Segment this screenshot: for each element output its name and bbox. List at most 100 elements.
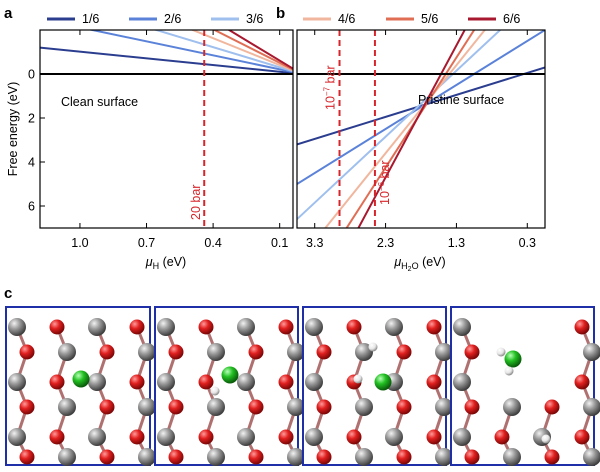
metal-atom bbox=[287, 343, 305, 361]
x-tick-label: 0.4 bbox=[204, 236, 221, 250]
oxygen-atom bbox=[278, 319, 294, 335]
metal-atom bbox=[88, 373, 106, 391]
x-tick-label: 0.1 bbox=[271, 236, 288, 250]
oxygen-atom bbox=[574, 429, 590, 445]
legend-label-1: 1/6 bbox=[82, 12, 99, 26]
x-tick-label: 3.3 bbox=[306, 236, 323, 250]
hydrogen-atom bbox=[368, 342, 378, 352]
metal-atom bbox=[453, 428, 471, 446]
panel-c-letter: c bbox=[4, 285, 12, 302]
metal-atom bbox=[287, 448, 305, 466]
oxygen-atom bbox=[99, 399, 115, 415]
metal-atom bbox=[138, 398, 156, 416]
x-tick-label: 0.3 bbox=[519, 236, 536, 250]
oxygen-atom bbox=[129, 429, 145, 445]
oxygen-atom bbox=[278, 429, 294, 445]
oxygen-atom bbox=[248, 449, 264, 465]
pressure-label-1e-7-bar: 10−7 bar bbox=[323, 65, 338, 110]
oxygen-atom bbox=[574, 319, 590, 335]
series-line-6-of-6 bbox=[357, 30, 466, 228]
y-tick-label: 6 bbox=[28, 200, 35, 214]
sub-o: O bbox=[412, 261, 419, 271]
pristine-surface-label: Pristine surface bbox=[418, 93, 504, 107]
metal-atom bbox=[453, 318, 471, 336]
y-tick-label: 4 bbox=[28, 156, 35, 170]
y-tick-label: 2 bbox=[28, 112, 35, 126]
sub-2: 2 bbox=[408, 266, 412, 273]
metal-atom bbox=[503, 448, 521, 466]
oxygen-atom bbox=[248, 399, 264, 415]
structure-snapshot-3 bbox=[302, 306, 453, 466]
series-line-5-of-6 bbox=[212, 30, 293, 71]
oxygen-atom bbox=[464, 344, 480, 360]
series-line-4-of-6 bbox=[324, 30, 487, 228]
sub-h: H bbox=[401, 261, 408, 271]
metal-atom bbox=[583, 343, 600, 361]
metal-atom bbox=[8, 428, 26, 446]
panel-b-letter: b bbox=[276, 5, 285, 22]
mu-symbol: μ bbox=[145, 255, 153, 269]
metal-atom bbox=[453, 373, 471, 391]
structure-snapshot-1 bbox=[5, 306, 156, 466]
legend-label-3: 3/6 bbox=[246, 12, 263, 26]
metal-atom bbox=[58, 448, 76, 466]
metal-atom bbox=[355, 343, 373, 361]
metal-atom bbox=[355, 448, 373, 466]
metal-atom bbox=[583, 398, 600, 416]
oxygen-atom bbox=[129, 319, 145, 335]
metal-atom bbox=[305, 318, 323, 336]
metal-atom bbox=[157, 318, 175, 336]
metal-atom bbox=[435, 398, 453, 416]
chlorine-atom bbox=[374, 373, 392, 391]
panel-b-frame bbox=[296, 29, 546, 229]
metal-atom bbox=[8, 373, 26, 391]
metal-atom bbox=[88, 428, 106, 446]
hydrogen-atom bbox=[210, 386, 220, 396]
x-axis-label-muH: μH (eV) bbox=[145, 255, 186, 271]
x-tick-label: 2.3 bbox=[377, 236, 394, 250]
unit: (eV) bbox=[419, 255, 446, 269]
pressure-label-20bar: 20 bar bbox=[189, 185, 203, 220]
series-line-3-of-6 bbox=[297, 30, 502, 220]
metal-atom bbox=[58, 343, 76, 361]
oxygen-atom bbox=[464, 449, 480, 465]
metal-atom bbox=[385, 428, 403, 446]
metal-atom bbox=[58, 398, 76, 416]
metal-atom bbox=[138, 448, 156, 466]
metal-atom bbox=[435, 343, 453, 361]
snapshot-frame bbox=[450, 306, 595, 466]
panel-a-letter: a bbox=[4, 5, 13, 22]
oxygen-atom bbox=[396, 449, 412, 465]
oxygen-atom bbox=[19, 449, 35, 465]
legend-label-5: 5/6 bbox=[421, 12, 438, 26]
metal-atom bbox=[237, 373, 255, 391]
oxygen-atom bbox=[396, 344, 412, 360]
panel-c-structures bbox=[5, 306, 600, 466]
oxygen-atom bbox=[316, 449, 332, 465]
legend: 1/6 2/6 3/6 4/6 5/6 6/6 bbox=[47, 12, 520, 26]
metal-atom bbox=[157, 428, 175, 446]
oxygen-atom bbox=[248, 344, 264, 360]
oxygen-atom bbox=[99, 449, 115, 465]
metal-atom bbox=[207, 398, 225, 416]
oxygen-atom bbox=[198, 429, 214, 445]
series-line-3-of-6 bbox=[152, 30, 293, 73]
metal-atom bbox=[237, 428, 255, 446]
legend-label-6: 6/6 bbox=[503, 12, 520, 26]
oxygen-atom bbox=[426, 429, 442, 445]
series-line-1-of-6 bbox=[40, 46, 293, 75]
metal-atom bbox=[88, 318, 106, 336]
x-axis-label-muH2O: μH2O (eV) bbox=[393, 255, 445, 273]
oxygen-atom bbox=[544, 399, 560, 415]
metal-atom bbox=[435, 448, 453, 466]
oxygen-atom bbox=[426, 374, 442, 390]
structure-snapshot-2 bbox=[154, 306, 305, 466]
metal-atom bbox=[207, 448, 225, 466]
oxygen-atom bbox=[278, 374, 294, 390]
oxygen-atom bbox=[544, 449, 560, 465]
series-line-4-of-6 bbox=[190, 30, 293, 72]
metal-atom bbox=[305, 373, 323, 391]
oxygen-atom bbox=[198, 319, 214, 335]
metal-atom bbox=[385, 318, 403, 336]
